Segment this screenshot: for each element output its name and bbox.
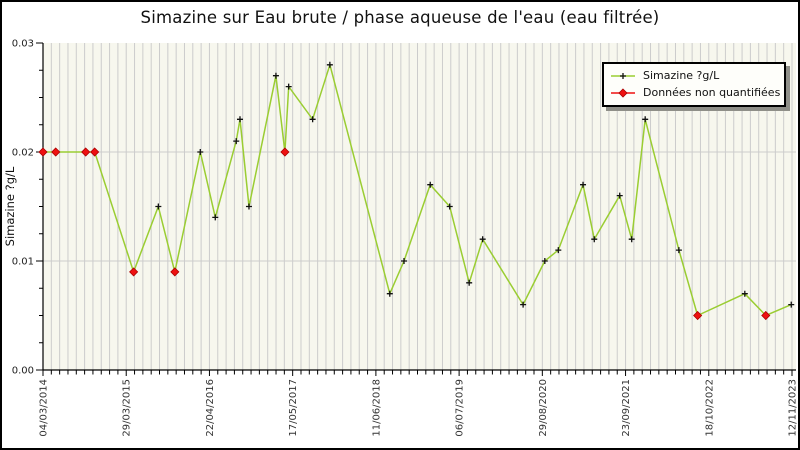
chart-title: Simazine sur Eau brute / phase aqueuse d… [140, 8, 660, 27]
data-point-plus-marker [427, 181, 434, 188]
data-point-diamond-marker [170, 267, 180, 277]
data-point-diamond-marker [693, 310, 703, 321]
data-point-diamond-marker [38, 147, 48, 157]
data-point-plus-marker [326, 61, 333, 68]
x-tick-label: 11/06/2018 [371, 379, 382, 437]
data-point-diamond-marker [51, 147, 61, 157]
legend-label-nonquantified: Données non quantifiées [643, 86, 781, 99]
x-tick-label: 18/10/2022 [704, 379, 715, 437]
data-point-plus-marker [555, 247, 562, 254]
data-point-plus-marker [628, 236, 635, 243]
data-point-plus-marker [591, 236, 598, 243]
legend-entry-nonquantified: Données non quantifiées [610, 84, 781, 101]
data-point-plus-marker [236, 116, 243, 123]
data-point-plus-marker [788, 301, 795, 308]
data-point-plus-marker [520, 301, 527, 308]
x-tick-label: 29/03/2015 [122, 379, 133, 437]
legend-box: Simazine ?g/L Données non quantifiées [602, 62, 786, 107]
data-point-plus-marker [616, 192, 623, 199]
red-diamond-icon [611, 87, 635, 98]
data-point-plus-marker [675, 247, 682, 254]
data-point-plus-marker [479, 236, 486, 243]
x-tick-label: 04/03/2014 [39, 379, 50, 437]
y-tick-label: 0.03 [12, 39, 34, 50]
data-point-plus-marker [212, 214, 219, 221]
data-point-plus-marker [245, 203, 252, 210]
x-tick-label: 12/11/2023 [788, 379, 799, 437]
y-axis-title: Simazine ?g/L [3, 166, 17, 246]
x-tick-label: 17/05/2017 [288, 379, 299, 437]
x-tick-label: 06/07/2019 [455, 379, 466, 437]
data-point-plus-marker [386, 290, 393, 297]
data-point-diamond-marker [90, 147, 100, 157]
y-tick-label: 0.02 [12, 148, 34, 159]
legend-entry-simazine: Simazine ?g/L [610, 67, 778, 84]
series-line [43, 62, 792, 317]
data-point-plus-marker [580, 181, 587, 188]
data-point-plus-marker [541, 258, 548, 264]
data-point-plus-marker [309, 116, 316, 123]
data-point-plus-marker [466, 279, 473, 286]
y-tick-label: 0.00 [12, 366, 34, 377]
x-tick-label: 22/04/2016 [205, 379, 216, 437]
x-tick-label: 23/09/2021 [621, 379, 632, 437]
data-point-plus-marker [741, 290, 748, 297]
data-point-plus-marker [642, 116, 649, 123]
data-point-plus-marker [285, 83, 292, 90]
data-point-diamond-marker [81, 147, 91, 157]
data-point-plus-marker [233, 138, 240, 145]
green-line-plus-icon [611, 72, 635, 79]
data-point-plus-marker [401, 258, 408, 264]
data-point-diamond-marker [129, 267, 139, 277]
data-point-plus-marker [446, 203, 453, 210]
data-point-plus-marker [272, 72, 279, 79]
data-point-diamond-marker [761, 310, 771, 321]
data-point-plus-marker [197, 149, 204, 155]
y-tick-label: 0.01 [12, 257, 34, 268]
x-tick-label: 29/08/2020 [538, 379, 549, 437]
legend-label-simazine: Simazine ?g/L [643, 69, 720, 82]
data-point-diamond-marker [280, 147, 290, 157]
data-point-plus-marker [155, 203, 162, 210]
